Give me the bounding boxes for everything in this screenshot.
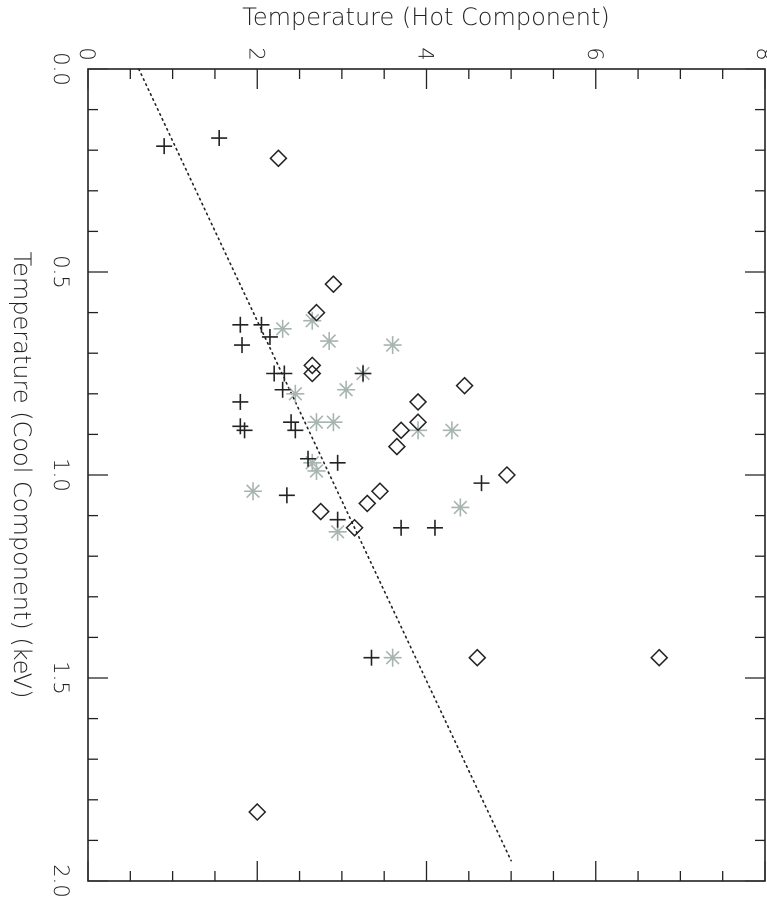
- plus-marker: [329, 511, 346, 528]
- plus-marker: [236, 422, 253, 439]
- diamond-marker: [311, 502, 330, 521]
- diamond-marker: [387, 437, 406, 456]
- cool-axis-tick-label: 2.0: [49, 864, 73, 897]
- hot-axis-tick-label: 2: [244, 47, 268, 60]
- asterisk-marker: [320, 332, 339, 351]
- asterisk-marker: [451, 498, 470, 517]
- asterisk-marker: [286, 384, 305, 403]
- plus-marker: [253, 316, 270, 333]
- plus-marker: [300, 450, 317, 467]
- plus-marker: [261, 328, 278, 345]
- asterisk-marker: [383, 648, 402, 667]
- plus-marker: [363, 649, 380, 666]
- hot-axis-tick-label: 8: [752, 47, 767, 60]
- asterisk-marker: [442, 421, 461, 440]
- asterisk-marker: [383, 336, 402, 355]
- diamond-marker: [370, 482, 390, 501]
- asterisk-marker: [303, 311, 322, 330]
- plus-marker: [393, 519, 410, 536]
- diamond-marker: [650, 648, 669, 667]
- hot-axis-tick-label: 6: [583, 47, 607, 60]
- cool-axis-tick-label: 1.0: [49, 458, 73, 491]
- hot-axis-tick-label: 4: [414, 47, 438, 60]
- diamond-marker: [269, 149, 288, 168]
- hot-axis-tick-label: 0: [75, 47, 99, 60]
- diamond-marker: [307, 303, 326, 322]
- tick-marks: [87, 68, 766, 882]
- plus-marker: [329, 454, 346, 471]
- plus-marker: [232, 316, 249, 333]
- plus-marker: [426, 519, 443, 536]
- plus-marker: [234, 337, 251, 354]
- diamond-marker: [303, 364, 322, 383]
- asterisk-marker: [337, 380, 356, 399]
- asterisk-marker: [273, 319, 292, 338]
- asterisk-marker: [307, 413, 326, 432]
- diamond-marker: [345, 518, 364, 537]
- tick-labels: 0 2 4 6 8 0.0 0.5 1.0 1.5 2.0: [49, 47, 767, 897]
- left-axis-title: Temperature (Cool Component) (keV): [8, 252, 36, 699]
- diamond-marker: [358, 494, 377, 513]
- plus-marker: [276, 365, 293, 382]
- diamond-marker: [248, 802, 267, 822]
- diamond-marker: [408, 392, 428, 411]
- asterisk-marker: [324, 413, 343, 432]
- plus-marker: [232, 393, 249, 410]
- plus-marker: [473, 475, 490, 492]
- diamond-marker: [497, 465, 516, 485]
- data-markers: [156, 130, 669, 822]
- cool-axis-tick-label: 0.5: [49, 255, 73, 288]
- plus-marker: [232, 418, 249, 435]
- plus-marker: [274, 381, 291, 398]
- diamond-marker: [392, 421, 411, 440]
- asterisk-marker: [307, 461, 326, 480]
- plus-marker: [211, 130, 228, 147]
- plus-marker: [287, 422, 304, 439]
- asterisk-marker: [244, 482, 263, 501]
- plot-frame: [87, 68, 766, 882]
- cool-axis-tick-label: 1.5: [49, 661, 73, 694]
- top-axis-title: Temperature (Hot Component): [242, 3, 610, 31]
- plus-marker: [156, 138, 173, 155]
- diamond-marker: [303, 356, 322, 375]
- dotted-reference-line: [137, 68, 512, 862]
- diamond-marker: [408, 413, 428, 432]
- diamond-marker: [324, 275, 343, 294]
- diamond-marker: [468, 648, 487, 667]
- diamond-marker: [455, 376, 474, 395]
- cool-axis-tick-label: 0.0: [49, 52, 73, 85]
- reference-line: [137, 68, 512, 862]
- plus-marker: [355, 365, 372, 382]
- plus-marker: [278, 487, 295, 504]
- asterisk-marker: [328, 522, 347, 541]
- plus-marker: [283, 414, 300, 431]
